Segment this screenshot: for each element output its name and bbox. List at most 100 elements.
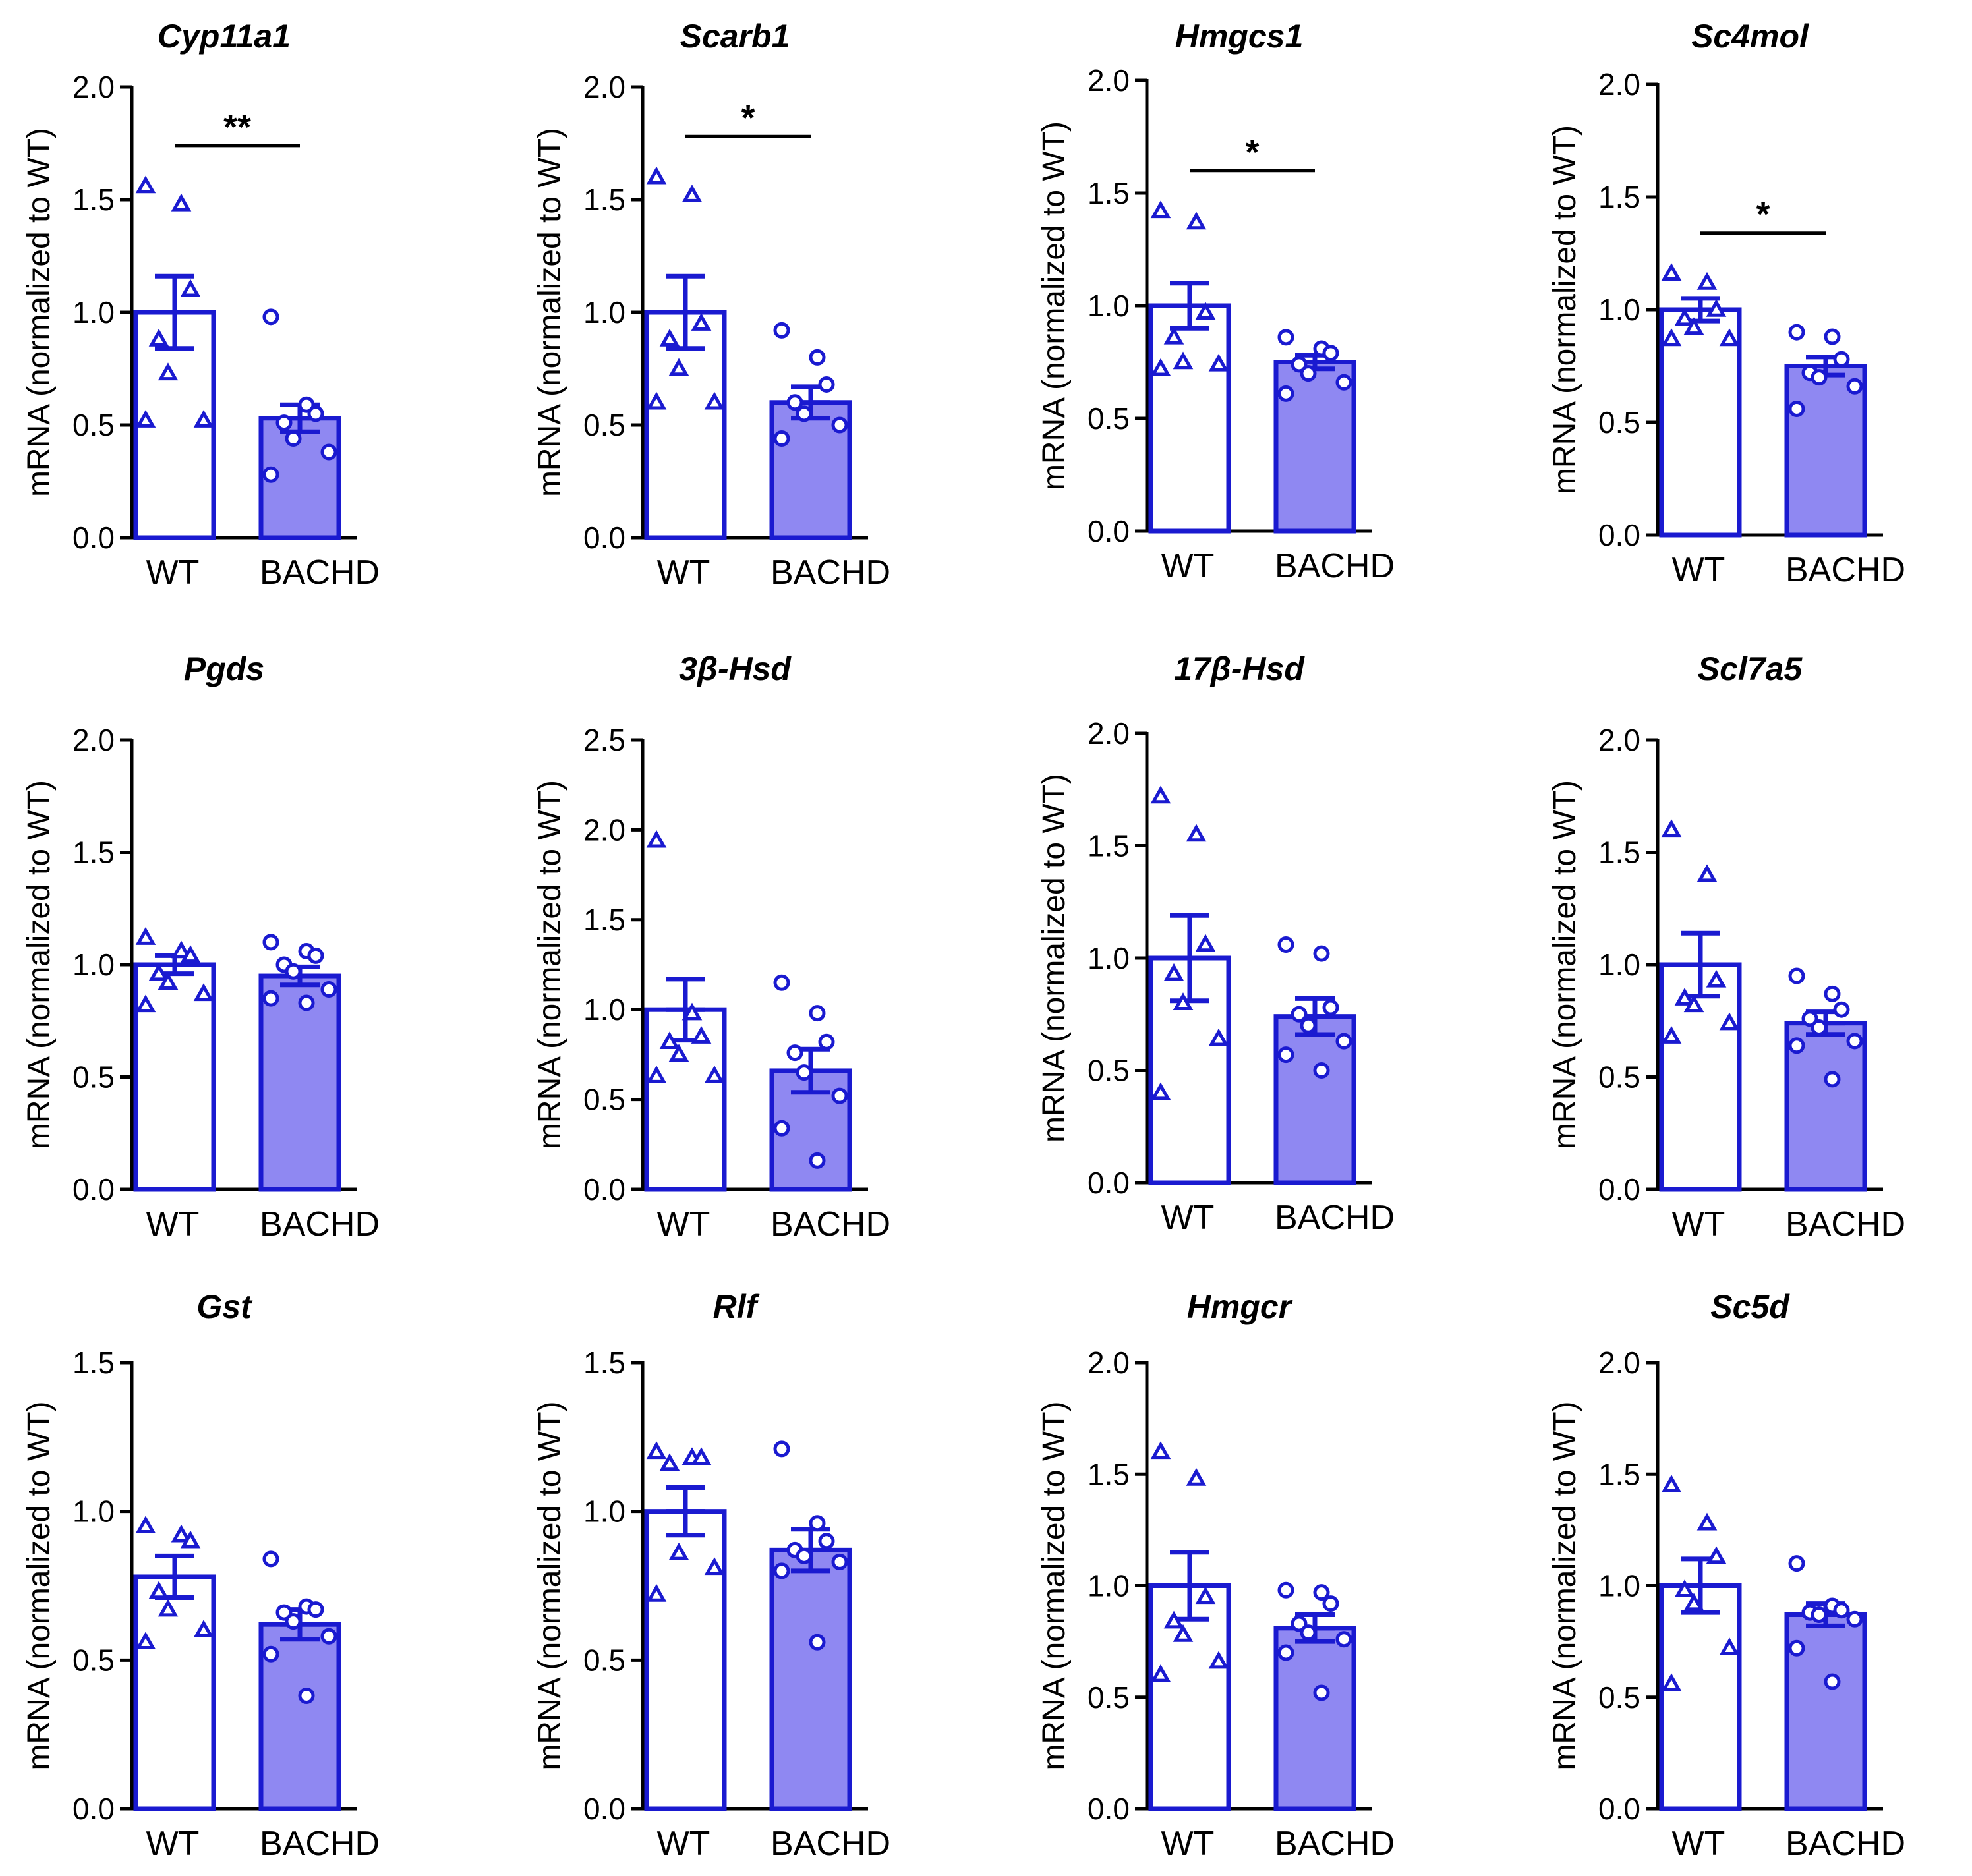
significance-label: * xyxy=(1245,132,1259,172)
y-tick-label: 1.5 xyxy=(583,1346,625,1380)
y-axis-label: mRNA (normalized to WT) xyxy=(533,780,567,1149)
y-axis-label: mRNA (normalized to WT) xyxy=(22,1401,57,1770)
bar-wt xyxy=(644,1509,727,1811)
y-tick-label: 0.5 xyxy=(1598,1060,1640,1094)
data-point-wt xyxy=(1150,1441,1171,1460)
data-point-bachd xyxy=(1335,374,1352,391)
x-tick-label: BACHD xyxy=(1785,1205,1905,1243)
x-tick-label: WT xyxy=(1672,1825,1726,1863)
panel-hmgcr: Hmgcr mRNA (normalized to WT) 0.0 0.5 1.0 1.5… xyxy=(1037,1288,1395,1863)
data-point-bachd xyxy=(1322,1595,1339,1612)
data-point-bachd xyxy=(1290,356,1308,373)
data-point-bachd xyxy=(796,405,813,422)
y-tick-label: 1.0 xyxy=(1088,289,1130,323)
data-point-wt xyxy=(180,1530,201,1549)
y-tick-label: 1.0 xyxy=(1088,941,1130,975)
data-point-bachd xyxy=(809,1005,826,1022)
data-point-wt xyxy=(1186,1467,1207,1486)
y-tick-label: 0.5 xyxy=(72,408,115,442)
x-tick-label: WT xyxy=(1672,1205,1726,1243)
data-point-wt xyxy=(135,927,156,945)
data-point-wt xyxy=(1186,824,1207,842)
y-axis-label: mRNA (normalized to WT) xyxy=(1548,1401,1582,1770)
panel-title: Scarb1 xyxy=(680,18,790,55)
y-tick-label: 1.0 xyxy=(72,948,115,982)
data-point-bachd xyxy=(1313,1584,1330,1601)
data-point-wt xyxy=(1696,1512,1718,1531)
y-axis-label: mRNA (normalized to WT) xyxy=(1037,774,1072,1143)
data-point-wt xyxy=(1208,1028,1229,1046)
x-tick-label: BACHD xyxy=(260,1205,380,1243)
data-point-bachd xyxy=(1846,378,1863,395)
data-point-wt xyxy=(704,1557,725,1576)
x-tick-label: BACHD xyxy=(1275,1199,1395,1237)
y-tick-label: 2.0 xyxy=(1598,67,1640,101)
y-axis-label: mRNA (normalized to WT) xyxy=(1548,780,1582,1149)
y-axis-label: mRNA (normalized to WT) xyxy=(1037,1401,1072,1770)
data-point-bachd xyxy=(773,1562,790,1579)
data-point-bachd xyxy=(320,1628,337,1645)
y-tick-label: 2.5 xyxy=(583,723,625,757)
data-point-wt xyxy=(1706,969,1727,988)
data-point-bachd xyxy=(1788,1639,1805,1657)
y-tick-label: 0.5 xyxy=(1598,1680,1640,1715)
y-tick-label: 0.0 xyxy=(1088,1792,1130,1826)
data-point-bachd xyxy=(1788,324,1805,341)
x-tick-label: WT xyxy=(657,554,710,592)
data-point-wt xyxy=(148,329,169,347)
data-point-wt xyxy=(1683,994,1704,1013)
data-point-wt xyxy=(1195,302,1216,320)
y-tick-label: 0.5 xyxy=(1088,1680,1130,1715)
data-point-wt xyxy=(682,185,703,202)
x-tick-label: WT xyxy=(1161,1199,1215,1237)
bar-bachd xyxy=(258,973,341,1192)
panel-rlf: Rlf mRNA (normalized to WT) 0.0 0.5 1.0 1.5 WT… xyxy=(533,1288,890,1863)
data-point-bachd xyxy=(831,1087,848,1104)
significance-label: ** xyxy=(223,107,251,147)
y-tick-label: 1.0 xyxy=(1598,1569,1640,1603)
data-point-wt xyxy=(1163,326,1184,345)
x-tick-label: BACHD xyxy=(770,1825,890,1863)
data-point-bachd xyxy=(262,990,279,1007)
data-point-wt xyxy=(668,1044,689,1062)
y-tick-label: 0.0 xyxy=(583,1172,625,1207)
y-tick-label: 1.0 xyxy=(72,295,115,329)
data-point-wt xyxy=(135,410,156,428)
y-axis-label: mRNA (normalized to WT) xyxy=(533,128,567,497)
data-point-bachd xyxy=(298,1687,315,1704)
y-tick-label: 0.5 xyxy=(1088,401,1130,436)
data-point-wt xyxy=(180,945,201,963)
panel-scl7a5: Scl7a5 mRNA (normalized to WT) 0.0 0.5 1.0 1.… xyxy=(1548,650,1905,1243)
data-point-bachd xyxy=(1335,1033,1352,1050)
data-point-wt xyxy=(1661,819,1682,838)
y-tick-label: 0.5 xyxy=(1088,1054,1130,1088)
data-point-bachd xyxy=(1300,1017,1317,1034)
y-axis-label: mRNA (normalized to WT) xyxy=(533,1401,567,1770)
data-point-wt xyxy=(691,1026,712,1044)
data-point-bachd xyxy=(831,1553,848,1570)
y-tick-label: 1.5 xyxy=(1088,829,1130,863)
x-tick-label: BACHD xyxy=(260,554,380,592)
data-point-bachd xyxy=(276,414,293,432)
data-point-bachd xyxy=(1313,1062,1330,1079)
data-point-wt xyxy=(1163,963,1184,981)
panel-sc4mol: Sc4mol mRNA (normalized to WT) 0.0 0.5 1.0 1.… xyxy=(1548,18,1905,589)
data-point-wt xyxy=(691,313,712,331)
y-tick-label: 0.0 xyxy=(1088,1166,1130,1200)
data-point-wt xyxy=(193,410,214,428)
x-tick-label: WT xyxy=(657,1205,710,1243)
data-point-wt xyxy=(158,362,179,381)
x-tick-label: WT xyxy=(146,1205,200,1243)
data-point-wt xyxy=(171,193,192,212)
data-point-wt xyxy=(1150,785,1171,804)
y-tick-label: 1.5 xyxy=(583,183,625,217)
data-point-bachd xyxy=(1788,1555,1805,1572)
data-point-wt xyxy=(1706,1546,1727,1564)
data-point-wt xyxy=(1208,353,1229,372)
bar-wt xyxy=(1148,303,1231,534)
data-point-bachd xyxy=(818,376,835,393)
data-point-bachd xyxy=(786,1044,803,1062)
data-point-wt xyxy=(659,1031,680,1050)
data-point-bachd xyxy=(1277,385,1294,402)
data-point-bachd xyxy=(1824,1071,1841,1088)
